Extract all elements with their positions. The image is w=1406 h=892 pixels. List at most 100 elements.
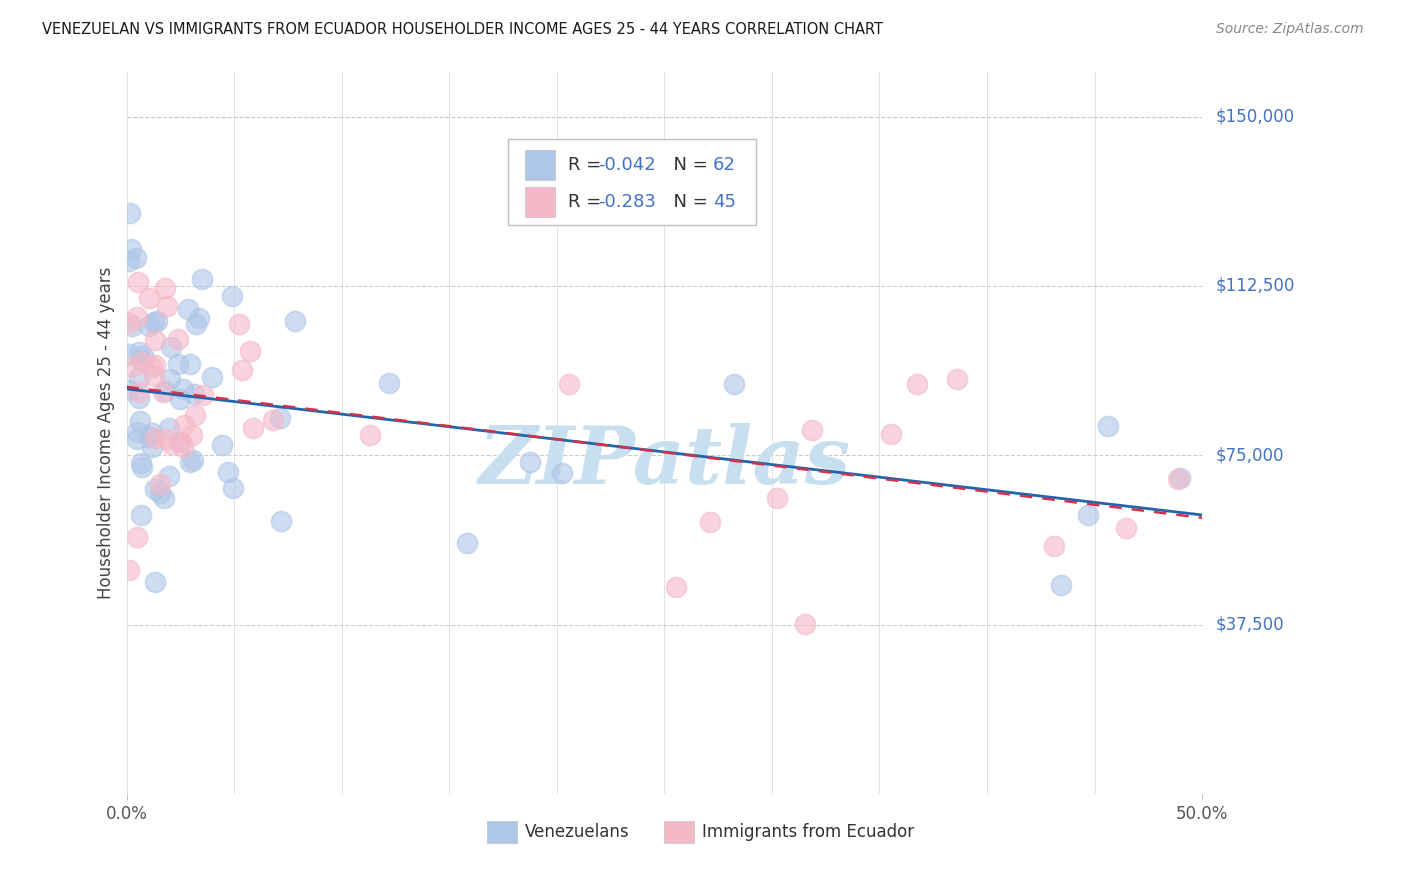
Point: [129, 456, 152, 470]
Point: [138, 319, 160, 334]
Point: [800, 423, 823, 437]
Point: [131, 460, 153, 475]
Point: [191, 272, 214, 286]
Point: [723, 377, 745, 392]
Text: $37,500: $37,500: [1216, 615, 1285, 633]
Point: [128, 371, 150, 385]
Point: [1050, 577, 1073, 591]
Point: [191, 387, 214, 401]
Point: [1077, 508, 1099, 523]
Point: [905, 376, 928, 391]
Point: [179, 357, 201, 371]
Point: [131, 352, 153, 367]
Point: [155, 432, 177, 446]
Point: [945, 372, 967, 386]
Point: [177, 301, 200, 316]
Point: [456, 536, 478, 550]
Point: [173, 417, 195, 432]
Point: [159, 372, 181, 386]
Point: [152, 491, 174, 505]
Point: [143, 333, 166, 347]
Point: [217, 465, 239, 479]
Point: [127, 432, 149, 446]
Point: [665, 580, 688, 594]
Point: [152, 385, 174, 400]
Point: [284, 314, 307, 328]
Point: [269, 411, 291, 425]
Point: [242, 421, 264, 435]
Point: [141, 440, 163, 454]
Text: -0.283: -0.283: [598, 194, 655, 211]
Text: Venezuelans: Venezuelans: [524, 823, 628, 841]
Point: [551, 467, 574, 481]
Point: [179, 455, 201, 469]
Point: [1043, 539, 1066, 553]
Text: $75,000: $75,000: [1216, 446, 1285, 464]
Point: [149, 477, 172, 491]
Point: [143, 483, 166, 497]
Point: [143, 369, 166, 384]
Text: R =: R =: [568, 156, 606, 174]
Point: [184, 408, 207, 422]
Point: [378, 376, 401, 391]
Point: [125, 310, 148, 324]
Point: [118, 563, 141, 577]
Point: [558, 377, 581, 392]
FancyBboxPatch shape: [664, 822, 695, 843]
Point: [121, 318, 143, 333]
Point: [262, 413, 284, 427]
Point: [125, 531, 148, 545]
Text: ZIPatlas: ZIPatlas: [478, 423, 851, 500]
Point: [143, 431, 166, 445]
Point: [121, 359, 143, 374]
Point: [231, 363, 253, 377]
Text: Source: ZipAtlas.com: Source: ZipAtlas.com: [1216, 22, 1364, 37]
Point: [1167, 472, 1189, 486]
Text: VENEZUELAN VS IMMIGRANTS FROM ECUADOR HOUSEHOLDER INCOME AGES 25 - 44 YEARS CORR: VENEZUELAN VS IMMIGRANTS FROM ECUADOR HO…: [42, 22, 883, 37]
Point: [201, 370, 224, 384]
Point: [170, 435, 193, 450]
Point: [239, 343, 262, 358]
Text: $150,000: $150,000: [1216, 108, 1295, 126]
Point: [794, 616, 817, 631]
Point: [118, 347, 141, 361]
Text: $112,500: $112,500: [1216, 277, 1295, 295]
Point: [159, 340, 181, 354]
Point: [699, 515, 721, 529]
Point: [120, 242, 142, 256]
Text: 62: 62: [713, 156, 735, 174]
Point: [181, 453, 204, 467]
Point: [118, 316, 141, 330]
Point: [166, 332, 188, 346]
Point: [221, 289, 243, 303]
Point: [118, 205, 141, 219]
Point: [222, 481, 245, 495]
Point: [143, 574, 166, 589]
Point: [138, 291, 160, 305]
Point: [766, 491, 789, 505]
Point: [211, 438, 233, 452]
Text: -0.042: -0.042: [598, 156, 655, 174]
Point: [128, 344, 150, 359]
Point: [359, 428, 381, 442]
Text: N =: N =: [662, 156, 714, 174]
Point: [172, 382, 194, 396]
Point: [1097, 419, 1119, 434]
Point: [127, 275, 149, 289]
Point: [129, 414, 152, 428]
Text: Immigrants from Ecuador: Immigrants from Ecuador: [702, 823, 914, 841]
Y-axis label: Householder Income Ages 25 - 44 years: Householder Income Ages 25 - 44 years: [97, 267, 115, 599]
Point: [1170, 471, 1192, 485]
FancyBboxPatch shape: [524, 187, 554, 218]
Point: [180, 428, 202, 442]
Point: [172, 440, 194, 454]
Point: [169, 392, 191, 406]
Point: [183, 387, 205, 401]
Point: [141, 426, 163, 441]
Point: [188, 311, 211, 326]
Point: [128, 385, 150, 400]
Point: [184, 317, 207, 331]
Text: N =: N =: [662, 194, 714, 211]
Point: [129, 508, 152, 522]
Point: [167, 435, 190, 450]
